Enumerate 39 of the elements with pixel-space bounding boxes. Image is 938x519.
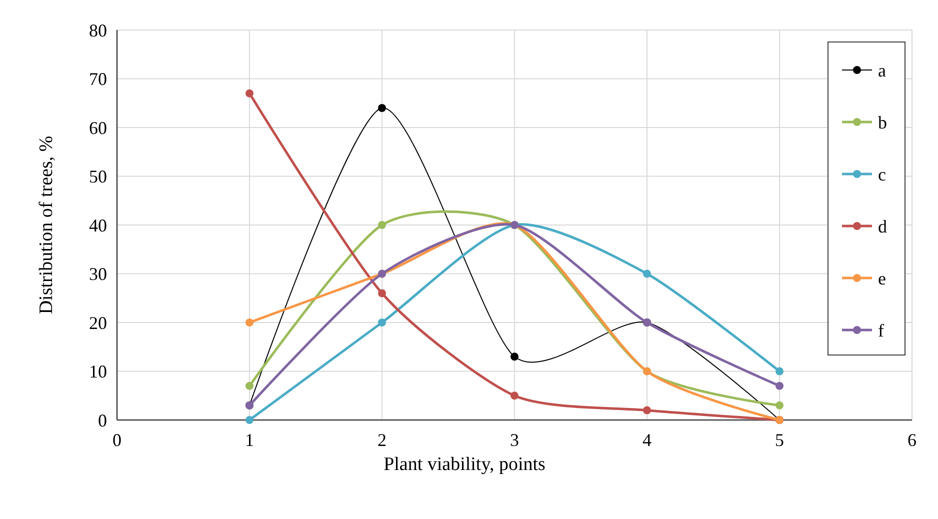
y-tick-label: 0 [98,410,107,430]
x-tick-label: 5 [775,430,784,450]
y-tick-label: 30 [89,264,107,284]
point [643,406,651,414]
legend-label: a [878,60,886,80]
point [643,270,651,278]
legend-label: e [878,268,886,288]
y-axis-title: Distribution of trees, % [36,136,57,314]
x-tick-label: 0 [112,430,122,450]
y-tick-label: 70 [89,69,107,90]
y-tick-label: 20 [89,312,107,333]
point [246,416,254,424]
legend-label: d [878,216,887,236]
y-tick-label: 80 [89,20,107,40]
point [246,318,254,326]
point [246,382,254,390]
y-tick-label: 60 [89,118,107,138]
point [378,318,386,326]
point [776,367,784,376]
point [776,401,784,410]
x-tick-label: 4 [642,430,652,450]
y-tick-label: 10 [89,362,107,382]
point [246,89,254,98]
point [510,392,518,400]
legend-label: f [878,320,884,340]
legend-label: b [878,112,887,132]
point [378,289,386,298]
x-tick-label: 2 [378,430,386,450]
x-tick-label: 6 [908,430,916,450]
y-tick-label: 40 [89,215,107,236]
point [378,104,386,112]
point [510,352,518,361]
point [378,221,386,229]
x-tick-label: 1 [245,430,254,450]
y-tick-label: 50 [89,166,107,187]
legend-label: c [878,164,886,184]
x-tick-label: 3 [510,430,519,450]
x-axis-title: Plant viability, points [384,454,546,475]
point [776,382,784,390]
